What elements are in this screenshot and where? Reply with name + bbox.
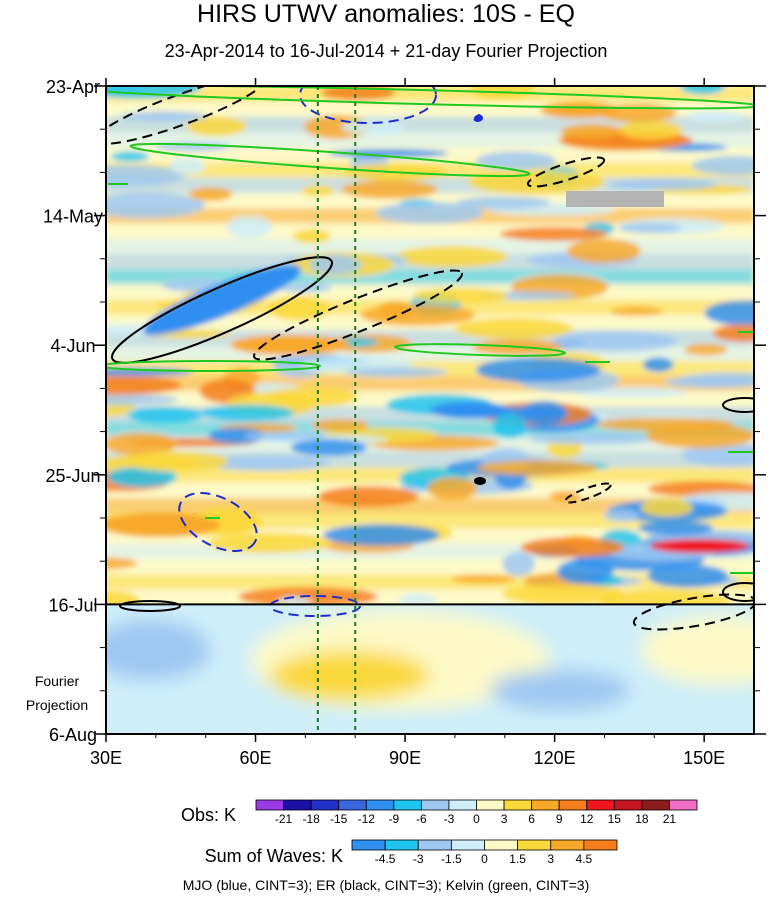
colorbar-swatch <box>517 839 552 851</box>
colorbar-swatch <box>503 799 533 811</box>
colorbar-swatch <box>338 799 367 811</box>
colorbar-swatch <box>583 839 618 851</box>
colorbar-level: -15 <box>330 812 348 826</box>
colorbar-level: 9 <box>556 812 563 826</box>
colorbar-swatch <box>613 799 643 811</box>
plot-frame <box>105 85 755 735</box>
colorbar-level: -9 <box>388 812 399 826</box>
colorbar-swatch <box>384 839 419 851</box>
missing-data-patch <box>566 191 664 207</box>
colorbar-level: -1.5 <box>441 852 462 866</box>
colorbar-swatch <box>393 799 422 811</box>
colorbar-swatch <box>365 799 395 811</box>
colorbar-swatch <box>550 839 585 851</box>
colorbar-level: 15 <box>608 812 622 826</box>
mjo-contours <box>178 86 483 617</box>
colorbar-level: -6 <box>416 812 427 826</box>
waves-colorbar: -4.5 -3 -1.5 0 1.5 3 4.5 Sum of Waves: K <box>205 839 618 866</box>
y-tick-label: 25-Jun <box>45 466 100 486</box>
colorbar-level: 1.5 <box>509 852 526 866</box>
colorbar-level: 3 <box>501 812 508 826</box>
y-tick-label: 16-Jul <box>48 595 97 615</box>
colorbar-level: -3 <box>444 812 455 826</box>
colorbar-swatch <box>484 839 519 851</box>
colorbar-level: 21 <box>663 812 677 826</box>
projection-label-line2: Projection <box>26 697 88 713</box>
colorbar-swatch <box>255 799 284 811</box>
reference-longitude-lines <box>316 86 357 734</box>
obs-colorbar: -21 -18 -15 -12 -9 -6 -3 0 3 6 9 12 15 18 21 Obs: K <box>181 799 698 826</box>
colorbar-swatch <box>417 839 452 851</box>
y-tick-label: 23-Apr <box>46 77 100 97</box>
colorbar-swatch <box>420 799 450 811</box>
x-tick-label: 90E <box>389 748 421 768</box>
y-tick-label: 14-May <box>43 207 103 227</box>
kelvin-contours <box>106 86 754 574</box>
projection-label-line1: Fourier <box>35 673 80 689</box>
contour-caption: MJO (blue, CINT=3); ER (black, CINT=3); … <box>182 877 590 893</box>
x-tick-label: 60E <box>240 748 272 768</box>
y-tick-label: 6-Aug <box>49 725 97 745</box>
colorbar-swatch <box>586 799 615 811</box>
colorbar-level: -12 <box>358 812 376 826</box>
colorbar-level: -21 <box>275 812 293 826</box>
colorbar-swatch <box>669 799 698 811</box>
colorbar-swatch <box>641 799 670 811</box>
colorbar-swatch <box>558 799 588 811</box>
y-axis: 23-Apr 14-May 4-Jun 25-Jun 16-Jul 6-Aug <box>43 77 766 745</box>
colorbar-swatch <box>283 799 312 811</box>
x-tick-label: 30E <box>90 748 122 768</box>
colorbar-swatch <box>448 799 477 811</box>
x-axis: 30E 60E 90E 120E 150E <box>90 78 725 768</box>
colorbar-level: -3 <box>413 852 424 866</box>
chart-title: HIRS UTWV anomalies: 10S - EQ <box>197 0 575 28</box>
y-tick-label: 4-Jun <box>50 336 95 356</box>
colorbar-level: -4.5 <box>375 852 396 866</box>
colorbar-level: 18 <box>635 812 649 826</box>
colorbar-level: 0 <box>481 852 488 866</box>
x-tick-label: 150E <box>683 748 725 768</box>
colorbar-swatch <box>450 839 485 851</box>
colorbar-level: -18 <box>302 812 320 826</box>
colorbar-swatch <box>310 799 340 811</box>
colorbar-level: 12 <box>580 812 594 826</box>
colorbar-label: Sum of Waves: K <box>205 846 343 866</box>
colorbar-swatch <box>351 839 386 851</box>
projection-anomaly-field <box>106 604 754 734</box>
x-tick-label: 120E <box>534 748 576 768</box>
colorbar-level: 4.5 <box>576 852 593 866</box>
colorbar-level: 0 <box>473 812 480 826</box>
colorbar-swatch <box>531 799 560 811</box>
hovmoller-chart: 30E 60E 90E 120E 150E 23-Apr 14-May 4-Jun 25-Ju… <box>26 77 766 866</box>
observed-anomaly-field <box>106 86 754 612</box>
colorbar-level: 3 <box>547 852 554 866</box>
colorbar-label: Obs: K <box>181 805 236 825</box>
colorbar-level: 6 <box>528 812 535 826</box>
colorbar-swatch <box>476 799 505 811</box>
chart-subtitle: 23-Apr-2014 to 16-Jul-2014 + 21-day Four… <box>164 41 608 61</box>
